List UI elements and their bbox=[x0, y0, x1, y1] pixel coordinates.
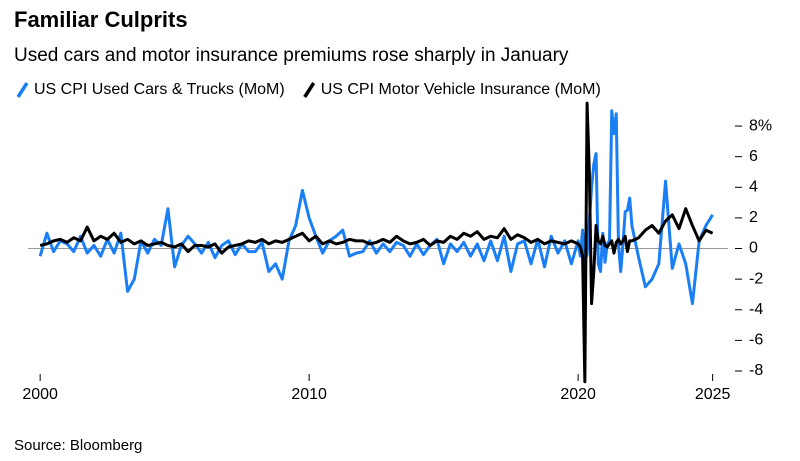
y-tick-label: -6 bbox=[749, 332, 763, 349]
y-tick-label: 0 bbox=[749, 240, 758, 257]
y-tick-label: 2 bbox=[749, 209, 758, 226]
x-tick-label: 2010 bbox=[291, 386, 327, 403]
legend-swatch bbox=[303, 82, 316, 98]
chart-title: Familiar Culprits bbox=[14, 7, 188, 32]
legend-swatch bbox=[16, 82, 29, 98]
x-tick-label: 2025 bbox=[695, 386, 731, 403]
y-tick-label: -2 bbox=[749, 270, 763, 287]
y-tick-label: -4 bbox=[749, 301, 763, 318]
legend: US CPI Used Cars & Trucks (MoM) US CPI Mo… bbox=[16, 81, 601, 98]
x-tick-label: 2000 bbox=[22, 386, 58, 403]
legend-label: US CPI Motor Vehicle Insurance (MoM) bbox=[321, 81, 601, 98]
chart-subtitle: Used cars and motor insurance premiums r… bbox=[14, 45, 569, 66]
series-line bbox=[38, 109, 714, 306]
legend-label: US CPI Used Cars & Trucks (MoM) bbox=[34, 81, 285, 98]
y-tick-label: 4 bbox=[749, 178, 758, 195]
x-tick-label: 2020 bbox=[560, 386, 596, 403]
y-tick-label: 6 bbox=[749, 148, 758, 165]
source: Source: Bloomberg bbox=[14, 437, 142, 454]
y-tick-label: 8% bbox=[749, 117, 772, 134]
y-tick-label: -8 bbox=[749, 362, 763, 379]
series-line bbox=[39, 101, 714, 384]
